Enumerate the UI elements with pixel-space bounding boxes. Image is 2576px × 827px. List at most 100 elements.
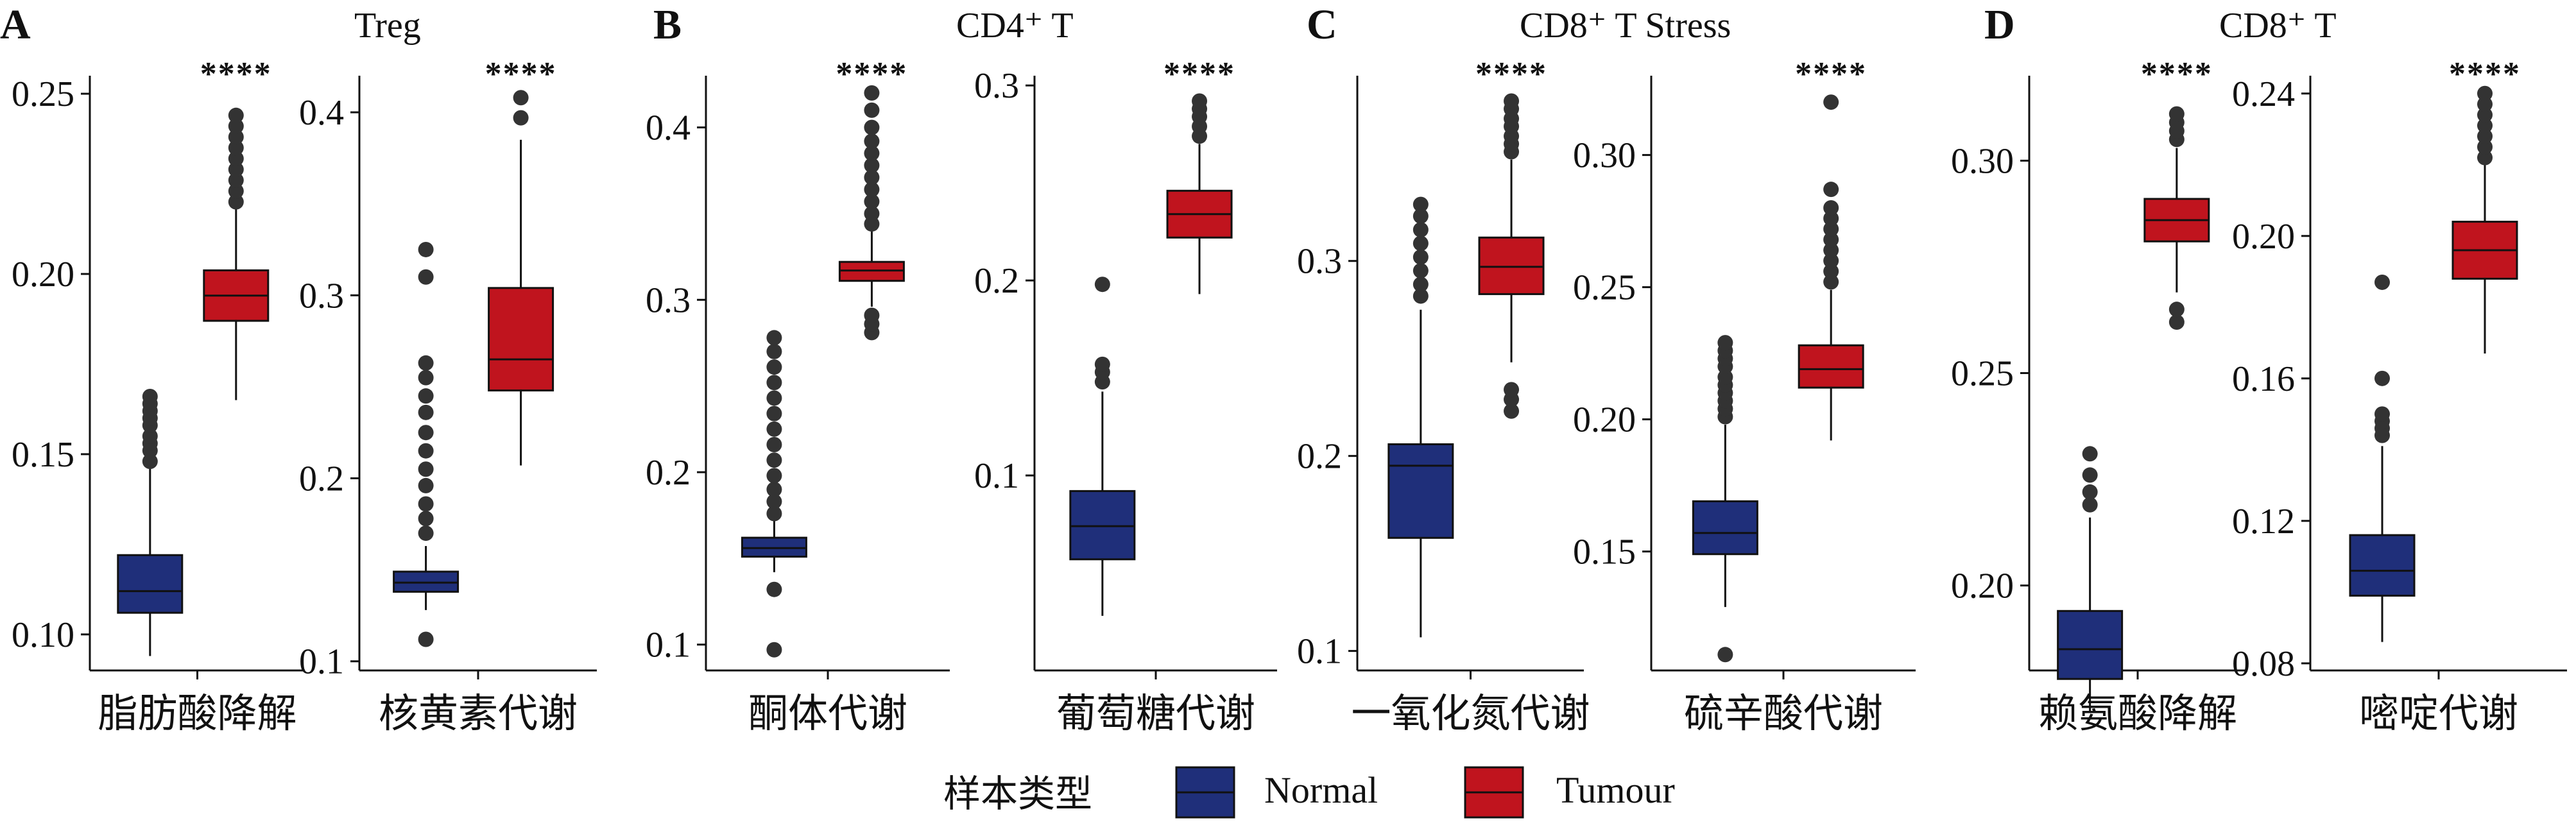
panel-letter-a: A [0, 1, 31, 48]
significance-label: **** [2141, 56, 2213, 92]
normal-outlier [418, 388, 434, 404]
tumour-outlier [864, 145, 880, 161]
tumour-outlier [864, 133, 880, 149]
tumour-outlier [864, 307, 880, 323]
panel-4: 0.1 0.2 0.3 葡萄糖代谢 **** [974, 56, 1277, 736]
y-tick-label: 0.24 [2232, 74, 2295, 114]
normal-outlier [1094, 277, 1110, 293]
normal-outlier [1413, 288, 1429, 304]
panel-8: 0.08 0.12 0.16 0.20 0.24 嘧啶代谢 **** [2232, 56, 2567, 736]
tumour-outlier [1504, 93, 1520, 109]
y-tick-label: 0.3 [299, 276, 344, 316]
chart-panels: 0.10 0.15 0.20 0.25 脂肪酸降解 **** 0.1 0.2 0.3 0.4 核黄素… [12, 56, 2567, 736]
normal-box [2057, 610, 2124, 680]
normal-outlier [766, 581, 782, 597]
normal-outlier [766, 493, 782, 509]
normal-outlier [1717, 647, 1733, 663]
panel-letter-b: B [653, 1, 682, 48]
y-tick-label: 0.25 [12, 74, 74, 114]
tumour-outlier [1823, 274, 1839, 290]
normal-outlier [418, 525, 434, 541]
tumour-outlier [864, 85, 880, 101]
normal-outlier [418, 269, 434, 285]
y-tick-label: 0.20 [2232, 217, 2295, 257]
normal-outlier [766, 437, 782, 453]
normal-outlier [142, 389, 158, 405]
tumour-outlier [2168, 302, 2185, 318]
normal-outlier [766, 468, 782, 484]
tumour-outlier [228, 151, 244, 167]
normal-outlier [418, 461, 434, 477]
y-tick-label: 0.15 [12, 435, 74, 475]
normal-outlier [2082, 446, 2098, 462]
tumour-box [1798, 344, 1864, 389]
tumour-outlier [864, 119, 880, 135]
y-tick-label: 0.20 [1951, 567, 2014, 606]
tumour-outlier [2477, 107, 2493, 123]
y-tick-label: 0.25 [1573, 268, 1636, 308]
panel-letter-c: C [1307, 1, 1337, 48]
normal-outlier [1413, 196, 1429, 212]
tumour-outlier [228, 172, 244, 188]
y-tick-label: 0.2 [299, 459, 344, 499]
significance-label: **** [1795, 56, 1867, 92]
normal-outlier [1413, 262, 1429, 278]
y-tick-label: 0.2 [1297, 437, 1342, 477]
normal-outlier [1413, 249, 1429, 265]
category-label: 一氧化氮代谢 [1351, 692, 1590, 736]
normal-outlier [1413, 222, 1429, 238]
y-tick-label: 0.20 [12, 255, 74, 294]
tumour-outlier [1823, 182, 1839, 198]
tumour-outlier [228, 183, 244, 199]
y-tick-label: 0.3 [646, 280, 691, 320]
significance-label: **** [2449, 56, 2521, 92]
normal-outlier [766, 452, 782, 468]
significance-label: **** [1475, 56, 1547, 92]
normal-outlier [418, 355, 434, 371]
significance-label: **** [485, 56, 557, 92]
y-tick-label: 0.3 [1297, 242, 1342, 282]
normal-outlier [766, 481, 782, 497]
category-label: 赖氨酸降解 [2038, 692, 2237, 736]
y-tick-label: 0.1 [646, 626, 691, 665]
normal-outlier [766, 506, 782, 522]
group-title-cd8-stress: CD8⁺ T Stress [1520, 6, 1731, 46]
tumour-outlier [864, 182, 880, 198]
normal-outlier [1413, 208, 1429, 224]
category-label: 嘧啶代谢 [2359, 692, 2518, 736]
panel-5: 0.1 0.2 0.3 一氧化氮代谢 **** [1297, 56, 1590, 736]
y-tick-label: 0.4 [646, 108, 691, 148]
normal-outlier [142, 454, 158, 470]
panel-1: 0.10 0.15 0.20 0.25 脂肪酸降解 **** [12, 56, 305, 736]
normal-box [1069, 490, 1136, 561]
normal-box [1387, 443, 1454, 539]
y-tick-label: 0.2 [974, 261, 1019, 301]
tumour-outlier [1823, 210, 1839, 226]
normal-box [2349, 534, 2416, 597]
tumour-outlier [864, 194, 880, 210]
y-tick-label: 0.25 [1951, 354, 2014, 394]
y-tick-label: 0.2 [646, 453, 691, 493]
tumour-outlier [2168, 314, 2185, 330]
normal-box [1692, 500, 1758, 556]
legend: 样本类型 Normal Tumour [943, 766, 1675, 819]
panel-6: 0.15 0.20 0.25 0.30 硫辛酸代谢 **** [1573, 56, 1916, 736]
normal-outlier [1413, 235, 1429, 252]
tumour-outlier [1823, 200, 1839, 216]
tumour-outlier [1823, 263, 1839, 279]
legend-label-tumour: Tumour [1556, 769, 1675, 811]
tumour-outlier [2477, 128, 2493, 144]
tumour-outlier [1192, 93, 1208, 109]
significance-label: **** [1163, 56, 1235, 92]
y-tick-label: 0.1 [1297, 632, 1342, 672]
y-tick-label: 0.10 [12, 615, 74, 655]
tumour-outlier [2477, 85, 2493, 101]
normal-outlier [418, 241, 434, 257]
normal-outlier [2374, 406, 2390, 422]
normal-outlier [766, 390, 782, 406]
panel-2: 0.1 0.2 0.3 0.4 核黄素代谢 **** [299, 56, 597, 736]
panel-7: 0.20 0.25 0.30 赖氨酸降解 **** [1951, 56, 2246, 736]
normal-outlier [2374, 370, 2390, 386]
category-label: 脂肪酸降解 [98, 692, 296, 736]
